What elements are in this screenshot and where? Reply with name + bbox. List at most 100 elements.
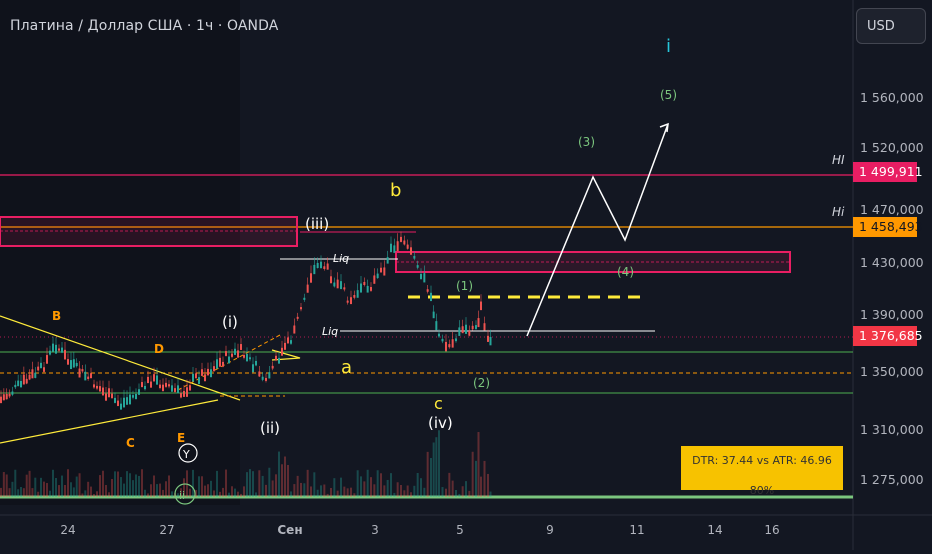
candle-body [144, 385, 146, 390]
volume-bar [117, 471, 119, 497]
candle-body [162, 384, 164, 392]
candle-body [5, 393, 8, 400]
candle-body [343, 287, 346, 290]
candle-body [448, 344, 451, 348]
volume-bar [225, 469, 227, 497]
volume-bar [31, 488, 34, 497]
price-candles [0, 231, 492, 410]
candle-body [219, 357, 221, 367]
candle-body [34, 372, 37, 378]
volume-bar [28, 470, 31, 497]
volume-bar [93, 493, 95, 497]
wave-label-D: D [154, 342, 164, 356]
volume-bar [43, 481, 45, 497]
volume-bar [171, 491, 173, 497]
volume-bar [90, 486, 92, 497]
volume-bar [455, 489, 457, 497]
candle-body [120, 403, 122, 410]
volume-bar [430, 458, 432, 497]
price-axis[interactable]: 1 560,000 1 520,000 1 470,000 1 430,000 1 39… [860, 90, 924, 487]
candle-body [207, 368, 209, 376]
price-tag-orange[interactable]: 1 458,493 [853, 217, 923, 237]
time-tick-label: 16 [764, 523, 779, 537]
volume-bar [72, 487, 75, 497]
price-tick-label: 1 520,000 [860, 140, 924, 155]
candle-body [126, 397, 128, 405]
volume-bar [0, 487, 2, 497]
volume-bar [363, 481, 366, 497]
candle-body [135, 393, 137, 400]
triangle-upper-line[interactable] [0, 315, 241, 401]
candle-body [138, 389, 140, 395]
volume-bar [290, 491, 292, 497]
candle-body [471, 325, 474, 330]
wave-label-2: (2) [473, 376, 490, 390]
candle-body [455, 338, 457, 342]
volume-bar [296, 475, 299, 497]
currency-selector[interactable]: USD [856, 8, 926, 44]
candle-body [326, 263, 329, 270]
price-tick-label: 1 430,000 [860, 255, 924, 270]
candle-body [403, 240, 406, 245]
volume-bar [252, 471, 254, 497]
volume-bar [323, 484, 326, 497]
volume-bar [87, 481, 90, 497]
price-tag-hi-bg [853, 162, 917, 182]
candle-body [52, 343, 54, 352]
candle-body [300, 307, 302, 310]
candle-body [320, 261, 322, 269]
volume-bar [261, 475, 264, 497]
volume-bar [201, 476, 203, 497]
price-tag-hi[interactable]: 1 499,911 [853, 162, 923, 182]
time-axis[interactable]: 24 27 Сен 3 5 9 11 14 16 [60, 523, 779, 537]
candle-body [323, 266, 326, 270]
candle-body [225, 351, 227, 356]
candle-body [353, 295, 356, 298]
volume-bar [108, 492, 110, 497]
volume-bar [435, 437, 438, 497]
level-label-Hi: Hi [832, 205, 845, 219]
wave-label-C: C [126, 436, 135, 450]
volume-bar [37, 491, 40, 497]
price-tag-current[interactable]: 1 376,685 [853, 326, 923, 346]
volume-bar [483, 460, 486, 497]
projection-path[interactable] [526, 123, 669, 337]
volume-bar [231, 486, 233, 497]
candle-body [20, 380, 22, 388]
candle-body [237, 350, 239, 358]
candle-body [465, 324, 467, 334]
volume-bar [114, 471, 116, 497]
candle-body [483, 323, 486, 331]
candle-body [228, 356, 230, 364]
candle-body [410, 247, 412, 255]
volume-bar [75, 476, 78, 497]
candle-body [204, 374, 206, 382]
volume-bar [380, 473, 382, 497]
price-tick-label: 1 470,000 [860, 202, 924, 217]
volume-bar [144, 489, 146, 497]
volume-bar [268, 467, 271, 497]
candle-body [400, 236, 402, 242]
volume-bar [150, 484, 152, 497]
candle-body [313, 264, 316, 275]
volume-bar [126, 471, 128, 497]
supply-zone-left[interactable] [0, 216, 298, 247]
volume-bar [278, 451, 280, 497]
circle-ii-label: ii [179, 489, 185, 502]
time-tick-label: 5 [456, 523, 464, 537]
volume-bar [255, 492, 257, 497]
wave-label-5: (5) [660, 88, 677, 102]
volume-bar [105, 485, 107, 497]
candle-body [278, 357, 280, 364]
volume-bar [177, 493, 179, 497]
candle-body [96, 385, 98, 389]
candle-body [340, 281, 342, 290]
volume-bar [432, 442, 435, 497]
volume-bar [129, 473, 131, 497]
volume-bar [84, 490, 87, 497]
triangle-lower-line[interactable] [0, 399, 219, 444]
volume-bar [426, 451, 429, 497]
volume-bar [25, 474, 28, 497]
